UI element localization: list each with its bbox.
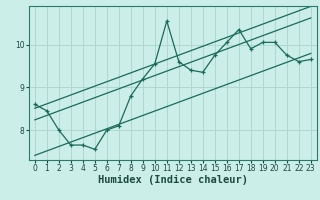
X-axis label: Humidex (Indice chaleur): Humidex (Indice chaleur) [98,175,248,185]
